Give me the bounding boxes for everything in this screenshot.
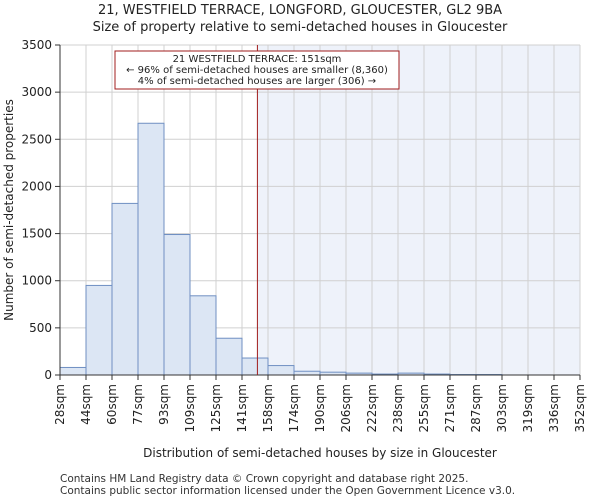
y-tick-label: 3500	[21, 38, 52, 52]
x-tick-label: 336sqm	[547, 384, 561, 432]
x-tick-label: 238sqm	[391, 384, 405, 432]
y-tick-label: 1500	[21, 227, 52, 241]
x-tick-label: 319sqm	[521, 384, 535, 432]
x-tick-label: 158sqm	[261, 384, 275, 432]
annotation-box	[114, 50, 400, 90]
x-tick-label: 109sqm	[183, 384, 197, 432]
x-tick-label: 77sqm	[131, 384, 145, 425]
bar	[267, 365, 295, 376]
chart-subtitle: Size of property relative to semi-detach…	[92, 20, 508, 35]
bar	[293, 370, 321, 376]
x-tick-label: 255sqm	[417, 384, 431, 432]
y-tick-label: 0	[44, 368, 52, 382]
bar	[189, 295, 217, 376]
x-tick-label: 206sqm	[339, 384, 353, 432]
bar	[163, 234, 191, 376]
y-tick-label: 3000	[21, 85, 52, 99]
x-tick-label: 271sqm	[443, 384, 457, 432]
x-tick-label: 303sqm	[495, 384, 509, 432]
footer-licence: Contains public sector information licen…	[60, 485, 516, 497]
bar	[241, 357, 269, 376]
x-tick-label: 125sqm	[209, 384, 223, 432]
x-tick-label: 60sqm	[105, 384, 119, 425]
bar	[85, 284, 113, 376]
x-tick-label: 174sqm	[287, 384, 301, 432]
footer-copyright: Contains HM Land Registry data © Crown c…	[60, 473, 469, 485]
bar	[111, 202, 139, 376]
y-tick-label: 2500	[21, 132, 52, 146]
larger-region-shade	[257, 45, 580, 375]
annotation-title: 21 WESTFIELD TERRACE: 151sqm	[173, 54, 342, 65]
y-tick-label: 1000	[21, 274, 52, 288]
bar	[215, 337, 243, 376]
bar	[59, 366, 87, 376]
x-tick-label: 93sqm	[157, 384, 171, 425]
x-tick-label: 190sqm	[313, 384, 327, 432]
x-tick-label: 352sqm	[573, 384, 587, 432]
y-tick-label: 500	[29, 321, 52, 335]
x-tick-label: 141sqm	[235, 384, 249, 432]
bar	[137, 122, 165, 376]
y-axis-label: Number of semi-detached properties	[2, 99, 16, 321]
x-tick-label: 44sqm	[79, 384, 93, 425]
x-tick-label: 222sqm	[365, 384, 379, 432]
x-tick-label: 287sqm	[469, 384, 483, 432]
y-tick-label: 2000	[21, 179, 52, 193]
x-tick-label: 28sqm	[53, 384, 67, 425]
chart-title: 21, WESTFIELD TERRACE, LONGFORD, GLOUCES…	[97, 3, 503, 18]
x-axis-label: Distribution of semi-detached houses by …	[143, 446, 497, 460]
annotation-larger: 4% of semi-detached houses are larger (3…	[138, 76, 376, 87]
annotation-smaller: ← 96% of semi-detached houses are smalle…	[126, 65, 388, 76]
